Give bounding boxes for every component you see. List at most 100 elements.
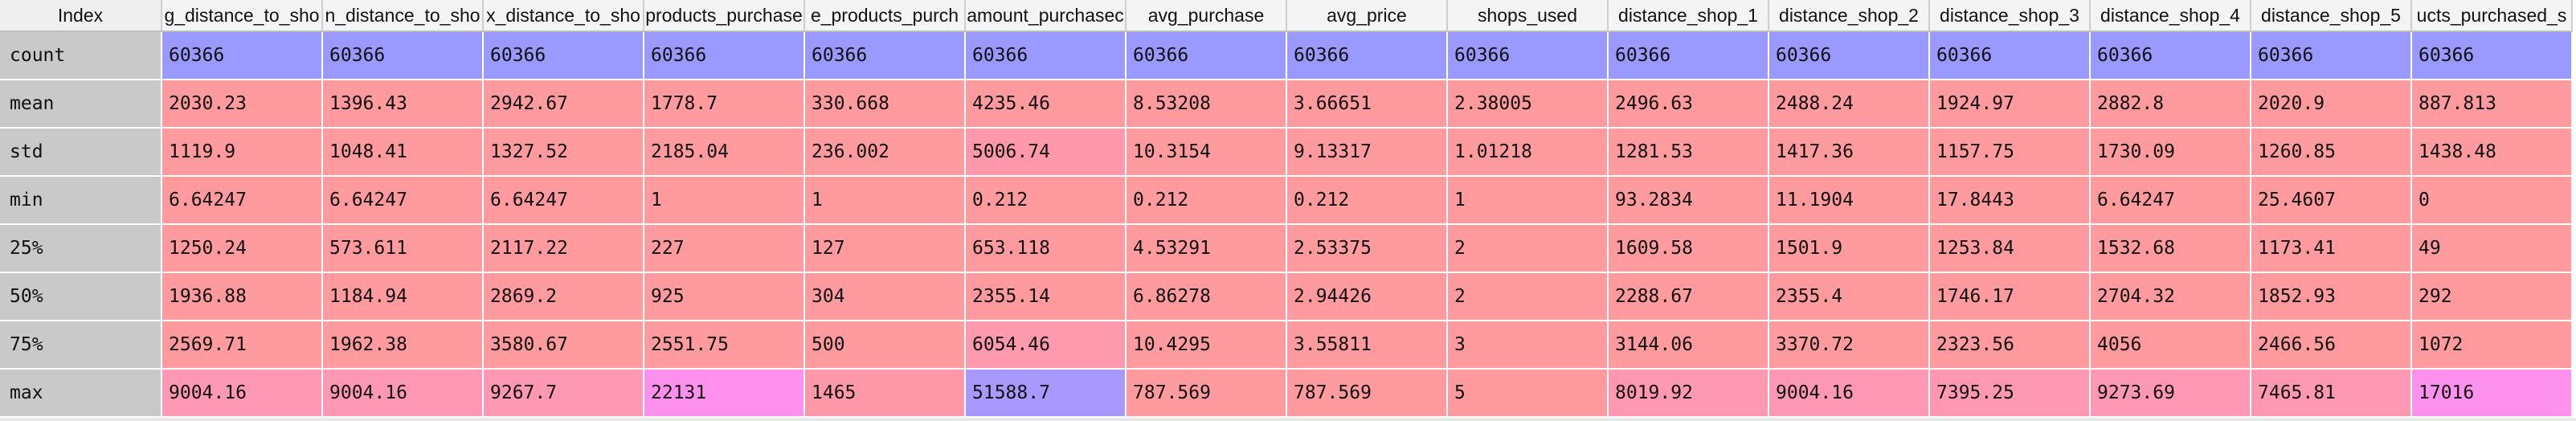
row-index-label[interactable]: 50% [0,273,162,321]
column-header[interactable]: distance_shop_4 [2091,0,2251,32]
table-cell[interactable]: 1253.84 [1930,225,2091,273]
table-cell[interactable]: 25.4607 [2251,177,2412,225]
table-cell[interactable]: 60366 [2091,32,2251,80]
table-cell[interactable]: 2117.22 [484,225,644,273]
table-cell[interactable]: 1438.48 [2412,129,2573,177]
table-cell[interactable]: 60366 [966,32,1126,80]
table-cell[interactable]: 60366 [2412,32,2573,80]
table-cell[interactable]: 6.64247 [2091,177,2251,225]
table-cell[interactable]: 2466.56 [2251,321,2412,370]
table-cell[interactable]: 2030.23 [162,80,323,129]
table-cell[interactable]: 787.569 [1287,370,1448,418]
table-cell[interactable]: 5006.74 [966,129,1126,177]
table-cell[interactable]: 60366 [2251,32,2412,80]
table-cell[interactable]: 2704.32 [2091,273,2251,321]
column-header[interactable]: g_distance_to_sho [162,0,323,32]
table-cell[interactable]: 60366 [1448,32,1609,80]
table-cell[interactable]: 2.53375 [1287,225,1448,273]
table-cell[interactable]: 2355.14 [966,273,1126,321]
table-cell[interactable]: 1730.09 [2091,129,2251,177]
table-cell[interactable]: 1396.43 [323,80,484,129]
column-header[interactable]: x_distance_to_sho [484,0,644,32]
table-cell[interactable]: 60366 [162,32,323,80]
table-cell[interactable]: 10.3154 [1126,129,1287,177]
table-cell[interactable]: 9004.16 [162,370,323,418]
table-cell[interactable]: 9267.7 [484,370,644,418]
column-header[interactable]: products_purchase [644,0,805,32]
table-cell[interactable]: 2488.24 [1769,80,1930,129]
table-cell[interactable]: 2020.9 [2251,80,2412,129]
row-index-label[interactable]: min [0,177,162,225]
table-cell[interactable]: 2355.4 [1769,273,1930,321]
table-cell[interactable]: 1 [805,177,966,225]
table-cell[interactable]: 3580.67 [484,321,644,370]
table-cell[interactable]: 4056 [2091,321,2251,370]
table-cell[interactable]: 1465 [805,370,966,418]
column-header[interactable]: distance_shop_1 [1609,0,1769,32]
column-header[interactable]: ucts_purchased_s [2412,0,2573,32]
row-index-label[interactable]: max [0,370,162,418]
table-cell[interactable]: 93.2834 [1609,177,1769,225]
table-cell[interactable]: 10.4295 [1126,321,1287,370]
table-cell[interactable]: 2 [1448,273,1609,321]
table-cell[interactable]: 60366 [323,32,484,80]
table-cell[interactable]: 787.569 [1126,370,1287,418]
table-cell[interactable]: 7465.81 [2251,370,2412,418]
table-cell[interactable]: 49 [2412,225,2573,273]
column-header[interactable]: amount_purchasec [966,0,1126,32]
table-cell[interactable]: 3144.06 [1609,321,1769,370]
table-cell[interactable]: 3 [1448,321,1609,370]
table-cell[interactable]: 1609.58 [1609,225,1769,273]
table-cell[interactable]: 227 [644,225,805,273]
column-header[interactable]: e_products_purch [805,0,966,32]
table-cell[interactable]: 3.66651 [1287,80,1448,129]
table-cell[interactable]: 1924.97 [1930,80,2091,129]
table-cell[interactable]: 4.53291 [1126,225,1287,273]
table-cell[interactable]: 127 [805,225,966,273]
table-cell[interactable]: 2882.8 [2091,80,2251,129]
table-cell[interactable]: 1184.94 [323,273,484,321]
table-cell[interactable]: 3.55811 [1287,321,1448,370]
table-cell[interactable]: 292 [2412,273,2573,321]
table-cell[interactable]: 925 [644,273,805,321]
table-cell[interactable]: 1173.41 [2251,225,2412,273]
table-cell[interactable]: 887.813 [2412,80,2573,129]
table-cell[interactable]: 1157.75 [1930,129,2091,177]
table-cell[interactable]: 1936.88 [162,273,323,321]
row-index-label[interactable]: 75% [0,321,162,370]
table-cell[interactable]: 5 [1448,370,1609,418]
table-cell[interactable]: 60366 [1609,32,1769,80]
column-header[interactable]: n_distance_to_sho [323,0,484,32]
table-cell[interactable]: 2 [1448,225,1609,273]
table-cell[interactable]: 6.86278 [1126,273,1287,321]
table-cell[interactable]: 11.1904 [1769,177,1930,225]
table-cell[interactable]: 1501.9 [1769,225,1930,273]
table-cell[interactable]: 1250.24 [162,225,323,273]
column-header[interactable]: distance_shop_5 [2251,0,2412,32]
table-cell[interactable]: 8019.92 [1609,370,1769,418]
table-cell[interactable]: 51588.7 [966,370,1126,418]
table-cell[interactable]: 2551.75 [644,321,805,370]
table-cell[interactable]: 60366 [1287,32,1448,80]
table-cell[interactable]: 2569.71 [162,321,323,370]
table-cell[interactable]: 6.64247 [484,177,644,225]
table-cell[interactable]: 1417.36 [1769,129,1930,177]
table-cell[interactable]: 17016 [2412,370,2573,418]
table-cell[interactable]: 2.38005 [1448,80,1609,129]
table-cell[interactable]: 653.118 [966,225,1126,273]
table-cell[interactable]: 1119.9 [162,129,323,177]
table-cell[interactable]: 1532.68 [2091,225,2251,273]
table-cell[interactable]: 1072 [2412,321,2573,370]
table-cell[interactable]: 9004.16 [1769,370,1930,418]
table-cell[interactable]: 6.64247 [162,177,323,225]
table-cell[interactable]: 1962.38 [323,321,484,370]
table-cell[interactable]: 6054.46 [966,321,1126,370]
table-cell[interactable]: 1327.52 [484,129,644,177]
table-cell[interactable]: 4235.46 [966,80,1126,129]
table-cell[interactable]: 0.212 [966,177,1126,225]
table-cell[interactable]: 1 [644,177,805,225]
table-cell[interactable]: 1281.53 [1609,129,1769,177]
column-header[interactable]: distance_shop_2 [1769,0,1930,32]
table-cell[interactable]: 60366 [644,32,805,80]
horizontal-scrollbar-track[interactable] [0,418,2576,421]
